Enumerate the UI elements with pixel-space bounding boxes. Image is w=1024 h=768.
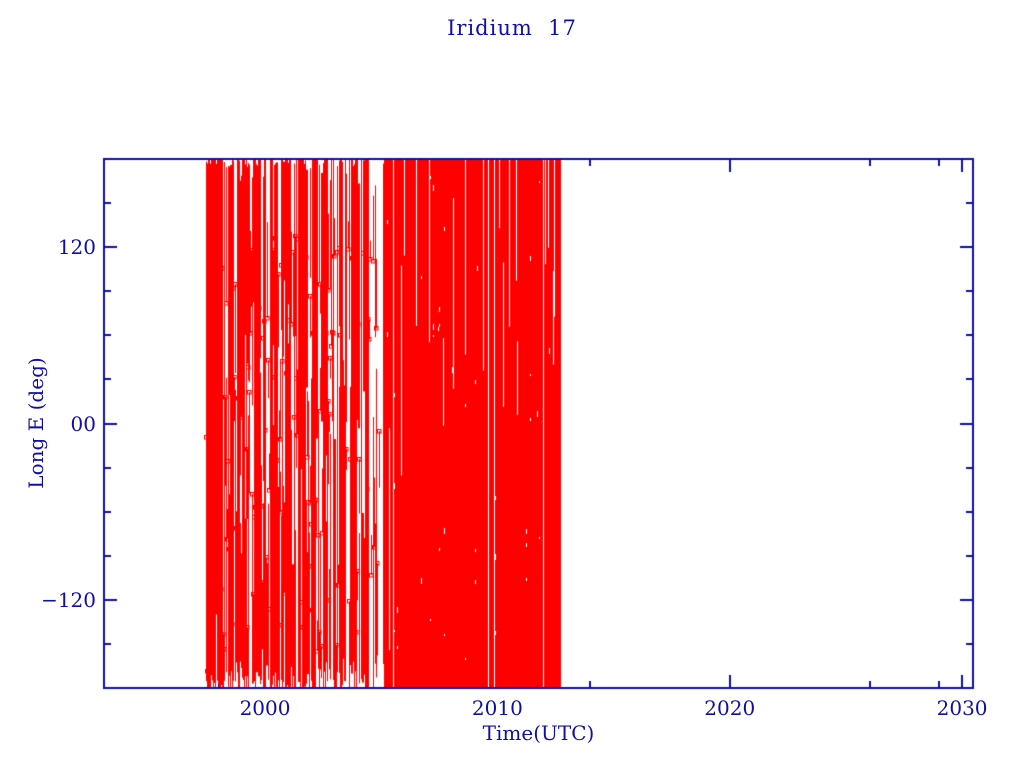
y-tick-label-120: 120 (57, 235, 96, 260)
x-tick-label-2030: 2030 (936, 696, 988, 720)
x-tick-label-2020: 2020 (704, 696, 756, 720)
x-tick-label-2000: 2000 (239, 696, 291, 720)
y-tick-label-minus120: −120 (41, 587, 96, 612)
x-axis-label: Time(UTC) (482, 721, 595, 745)
y-tick-label-00: 00 (70, 411, 96, 436)
x-tick-label-2010: 2010 (471, 696, 523, 720)
chart-title: Iridium 17 (447, 16, 577, 40)
